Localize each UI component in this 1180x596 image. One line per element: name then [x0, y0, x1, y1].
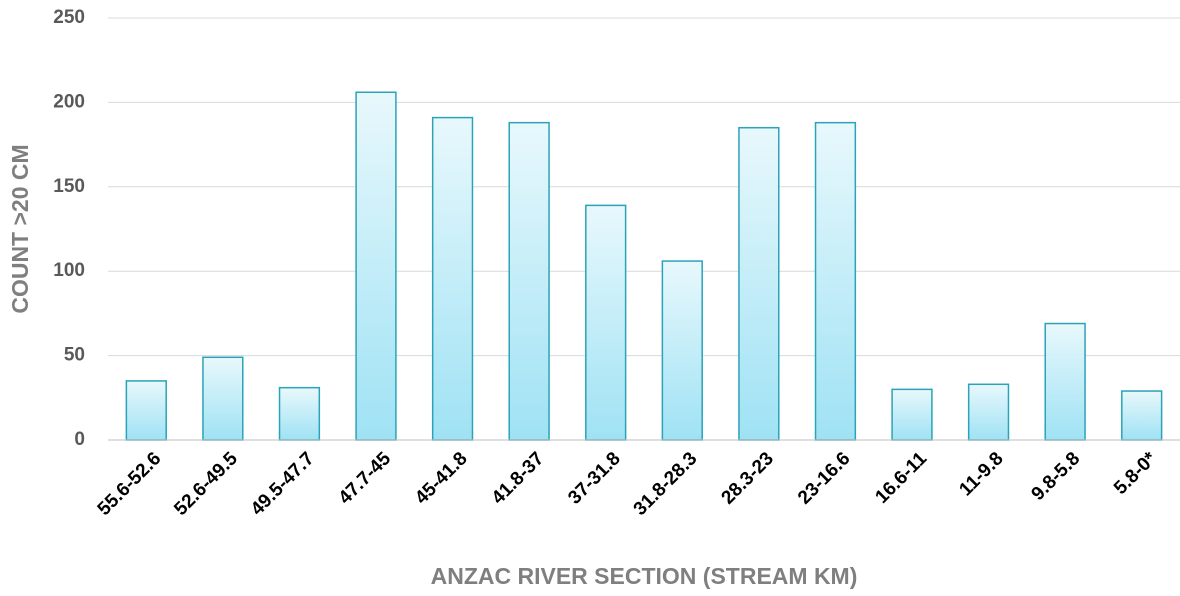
bar [738, 126, 780, 441]
x-tick-label: 45-41.8 [411, 448, 471, 508]
x-axis-title: ANZAC RIVER SECTION (STREAM KM) [431, 563, 858, 589]
x-tick-label: 23-16.6 [794, 448, 854, 508]
x-tick-label: 47.7-45 [335, 448, 396, 509]
bar [967, 383, 1010, 441]
y-tick-label: 150 [53, 176, 85, 197]
x-tick-label: 49.5-47.7 [247, 448, 319, 520]
bar [431, 116, 474, 441]
x-tick-label: 37-31.8 [564, 448, 624, 508]
bar [355, 91, 397, 441]
bar [585, 204, 627, 441]
x-tick-label: 31.8-28.3 [630, 448, 702, 520]
y-tick-label: 250 [53, 7, 85, 28]
y-axis-title: COUNT >20 CM [7, 144, 33, 313]
x-tick-label: 41.8-37 [488, 448, 548, 508]
x-tick-label: 9.8-5.8 [1028, 448, 1085, 505]
y-tick-label: 0 [74, 429, 85, 450]
x-tick-label: 28.3-23 [718, 448, 778, 508]
x-tick-label: 55.6-52.6 [94, 448, 166, 520]
bar [202, 356, 244, 441]
y-tick-label: 50 [64, 345, 85, 366]
y-tick-label: 200 [53, 91, 85, 112]
bar [508, 121, 550, 441]
y-tick-label: 100 [53, 260, 85, 281]
x-tick-label: 5.8-0* [1110, 448, 1161, 499]
bar [125, 380, 167, 441]
x-tick-label: 16.6-11 [871, 448, 931, 508]
bar [1121, 390, 1163, 441]
bar [278, 386, 321, 441]
bar [661, 260, 703, 441]
bar [891, 388, 933, 441]
x-tick-label: 52.6-49.5 [170, 448, 242, 520]
bar [1044, 322, 1086, 441]
bar [814, 121, 857, 441]
x-tick-label: 11-9.8 [955, 448, 1007, 500]
